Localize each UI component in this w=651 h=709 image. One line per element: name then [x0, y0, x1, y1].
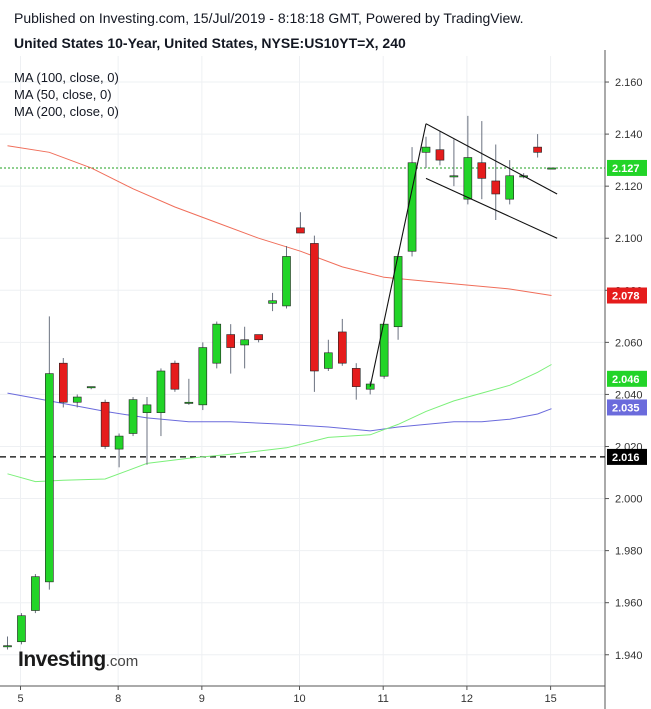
candle-up: [240, 339, 249, 346]
y-tick-label: 2.160: [615, 77, 643, 89]
x-tick-label: 15: [544, 693, 556, 705]
candle-up: [421, 146, 431, 153]
price-label-text: 2.016: [612, 452, 640, 464]
x-tick-label: 10: [293, 693, 305, 705]
candle-up: [379, 323, 389, 377]
moving-average-line: [7, 364, 552, 483]
legend-ma-100: MA (100, close, 0): [14, 70, 119, 85]
candle-down: [254, 334, 263, 341]
candle-down: [351, 368, 361, 387]
y-tick-label: 1.960: [615, 598, 643, 610]
published-caption: Published on Investing.com, 15/Jul/2019 …: [14, 10, 524, 26]
price-label-text: 2.046: [612, 374, 640, 386]
candle-up: [128, 399, 138, 434]
logo-suffix: .com: [105, 653, 139, 670]
candle-down: [310, 243, 319, 372]
candle-up: [268, 300, 277, 304]
y-tick-label: 2.140: [615, 129, 643, 141]
candle-up: [212, 323, 222, 364]
candle-up: [86, 386, 96, 389]
candle-up: [463, 157, 473, 200]
price-label-box: [607, 448, 647, 465]
x-tick-label: 11: [377, 693, 388, 705]
y-tick-label: 2.040: [615, 389, 643, 401]
x-tick-label: 5: [17, 693, 23, 705]
x-tick-label: 8: [115, 693, 121, 705]
candle-down: [477, 162, 487, 179]
y-tick-label: 2.120: [615, 181, 643, 193]
candle-down: [226, 334, 235, 348]
moving-average-line: [7, 392, 552, 432]
candle-down: [533, 146, 542, 153]
candle-up: [505, 175, 515, 200]
candle-down: [491, 180, 501, 195]
candle-down: [58, 362, 68, 403]
candle-down: [170, 362, 180, 390]
investing-logo: Investing.com: [18, 648, 138, 672]
price-label-text: 2.035: [612, 402, 640, 414]
candle-down: [435, 149, 445, 161]
candle-down: [337, 331, 347, 364]
candle-up: [45, 373, 54, 583]
candle-down: [296, 227, 305, 234]
candle-up: [156, 370, 166, 413]
logo-brand: Investing: [18, 648, 106, 671]
y-tick-label: 2.000: [615, 494, 643, 506]
candle-up: [114, 435, 124, 450]
instrument-title: United States 10-Year, United States, NY…: [14, 35, 406, 51]
y-tick-label: 2.060: [615, 337, 643, 349]
x-tick-label: 12: [461, 693, 473, 705]
price-label-text: 2.127: [612, 163, 640, 175]
candle-up: [282, 256, 291, 307]
price-label-box: [607, 287, 647, 304]
y-tick-label: 1.980: [615, 546, 643, 558]
candle-up: [142, 404, 152, 413]
candle-up: [324, 352, 333, 369]
legend-ma-50: MA (50, close, 0): [14, 87, 112, 102]
candle-up: [449, 175, 459, 178]
x-tick-label: 9: [199, 693, 205, 705]
candle-up: [3, 645, 12, 648]
y-tick-label: 2.100: [615, 233, 643, 245]
price-label-box: [607, 370, 647, 387]
price-label-box: [607, 399, 647, 416]
trend-line-flagpole: [369, 123, 427, 387]
trend-line-flag-upper: [425, 123, 558, 195]
candle-up: [17, 615, 26, 643]
legend-ma-200: MA (200, close, 0): [14, 104, 119, 119]
candle-up: [72, 396, 82, 403]
price-label-text: 2.078: [612, 291, 640, 303]
candle-up: [547, 167, 556, 170]
price-label-box: [607, 159, 647, 176]
moving-average-line: [7, 145, 552, 296]
candle-up: [198, 347, 208, 406]
trend-line-flag-lower: [425, 177, 558, 239]
candle-down: [100, 401, 110, 447]
candle-up: [31, 576, 40, 611]
candle-up: [184, 401, 194, 404]
y-tick-label: 1.940: [615, 650, 643, 662]
